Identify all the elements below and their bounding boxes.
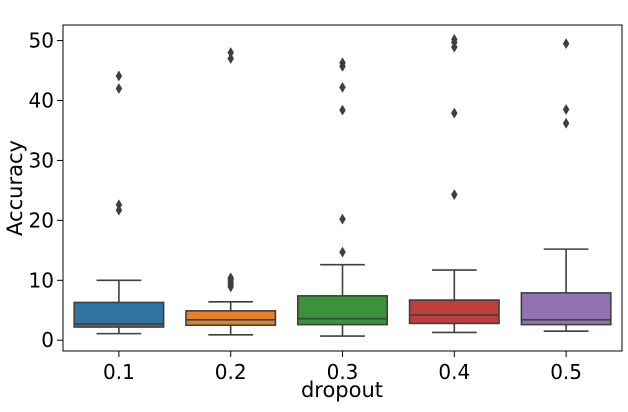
y-tick-label: 0 — [41, 328, 54, 352]
x-tick-label: 0.4 — [438, 360, 470, 384]
outlier-point — [115, 199, 123, 211]
outlier-point — [115, 83, 123, 95]
outlier-point — [451, 107, 458, 119]
outlier-point — [339, 213, 346, 225]
y-axis-label: Accuracy — [3, 140, 27, 236]
y-tick-label: 30 — [29, 148, 54, 172]
y-tick-label: 20 — [29, 208, 54, 232]
box-iqr — [185, 310, 277, 327]
x-axis-ticks: 0.1 0.2 0.3 0.4 0.5 — [103, 351, 582, 384]
plot-frame — [62, 24, 623, 352]
box-iqr — [73, 301, 165, 328]
x-tick-label: 0.5 — [550, 360, 582, 384]
outlier-point — [339, 57, 346, 69]
outlier-point — [115, 70, 123, 82]
box-group — [520, 38, 612, 333]
outlier-point — [562, 38, 570, 50]
y-tick-label: 50 — [29, 29, 54, 53]
x-tick-label: 0.1 — [103, 360, 135, 384]
box-group — [408, 33, 500, 334]
outlier-point — [562, 117, 570, 129]
box-group — [73, 70, 165, 335]
box-iqr — [408, 299, 500, 325]
y-axis-ticks: 0 10 20 30 40 50 — [29, 29, 63, 352]
outlier-point — [227, 272, 234, 284]
x-tick-label: 0.3 — [327, 360, 359, 384]
y-tick-label: 10 — [29, 268, 54, 292]
outlier-point — [562, 104, 570, 115]
boxes-layer — [73, 33, 612, 337]
y-tick-label: 40 — [29, 89, 54, 113]
box-group — [296, 57, 389, 337]
x-tick-label: 0.2 — [215, 360, 247, 384]
outlier-point — [339, 104, 346, 116]
x-axis-label: dropout — [301, 378, 383, 402]
box-group — [185, 47, 277, 336]
outlier-point — [227, 53, 234, 65]
box-iqr — [296, 295, 389, 326]
outlier-point — [451, 189, 458, 201]
outlier-point — [339, 246, 346, 258]
outlier-point — [339, 81, 346, 93]
outlier-point — [451, 33, 458, 45]
outlier-point — [227, 47, 234, 59]
